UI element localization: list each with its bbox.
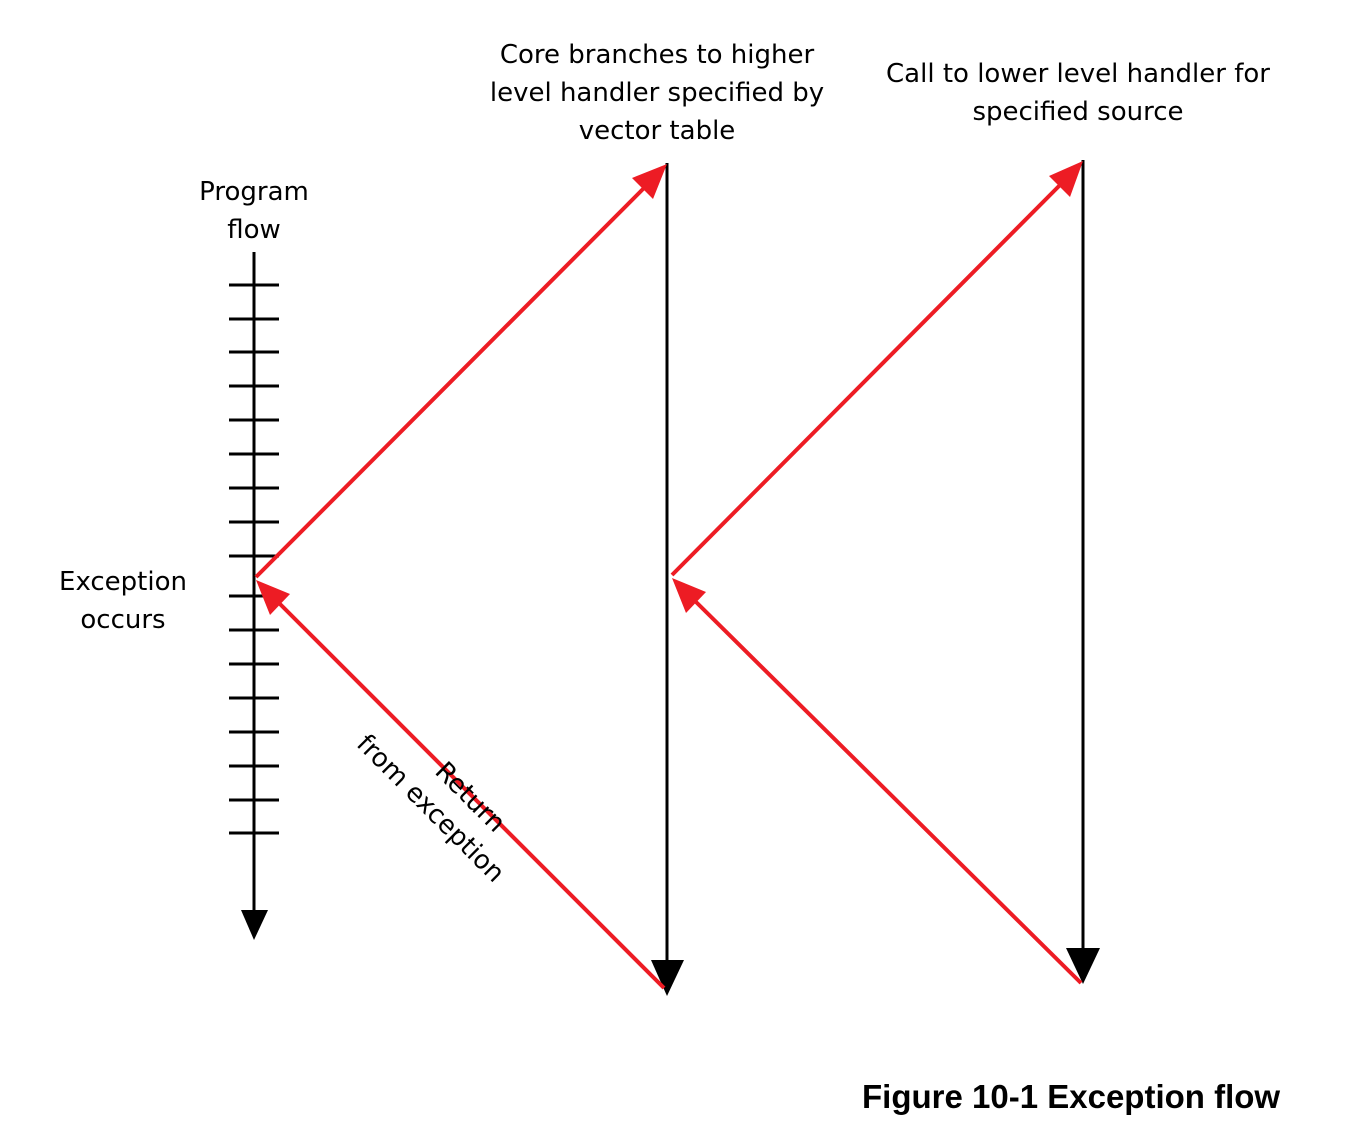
program-flow-ticks bbox=[229, 283, 279, 835]
program-flow-label: Program flow bbox=[172, 173, 336, 249]
call-lower-line-2: specified source bbox=[972, 97, 1184, 127]
core-branches-line-2: level handler specified by bbox=[489, 78, 825, 108]
return-to-higher-arrow bbox=[689, 595, 1083, 985]
exception-occurs-line-2: occurs bbox=[80, 605, 166, 635]
call-lower-label: Call to lower level handler for specifie… bbox=[870, 55, 1286, 131]
higher-handler-arrowhead bbox=[651, 960, 684, 996]
branch-to-higher-arrowhead bbox=[632, 164, 667, 199]
exception-occurs-label: Exception occurs bbox=[43, 563, 203, 639]
return-from-exception-arrow bbox=[273, 597, 666, 990]
core-branches-line-1: Core branches to higher bbox=[499, 40, 815, 70]
call-to-lower-arrow bbox=[670, 179, 1066, 577]
return-to-higher-arrowhead bbox=[672, 578, 706, 613]
figure-caption: Figure 10-1 Exception flow bbox=[862, 1078, 1281, 1115]
branch-to-higher-arrow bbox=[254, 182, 650, 579]
call-lower-line-1: Call to lower level handler for bbox=[886, 59, 1270, 89]
call-to-lower-arrowhead bbox=[1049, 161, 1083, 197]
program-flow-line-1: Program bbox=[199, 177, 309, 207]
return-from-exception-arrowhead bbox=[256, 580, 290, 615]
program-flow-line-2: flow bbox=[227, 215, 281, 245]
program-flow-arrowhead bbox=[241, 910, 268, 940]
core-branches-line-3: vector table bbox=[578, 116, 736, 146]
lower-handler-arrowhead bbox=[1066, 948, 1100, 984]
exception-occurs-line-1: Exception bbox=[59, 567, 187, 597]
core-branches-label: Core branches to higher level handler sp… bbox=[476, 36, 838, 150]
